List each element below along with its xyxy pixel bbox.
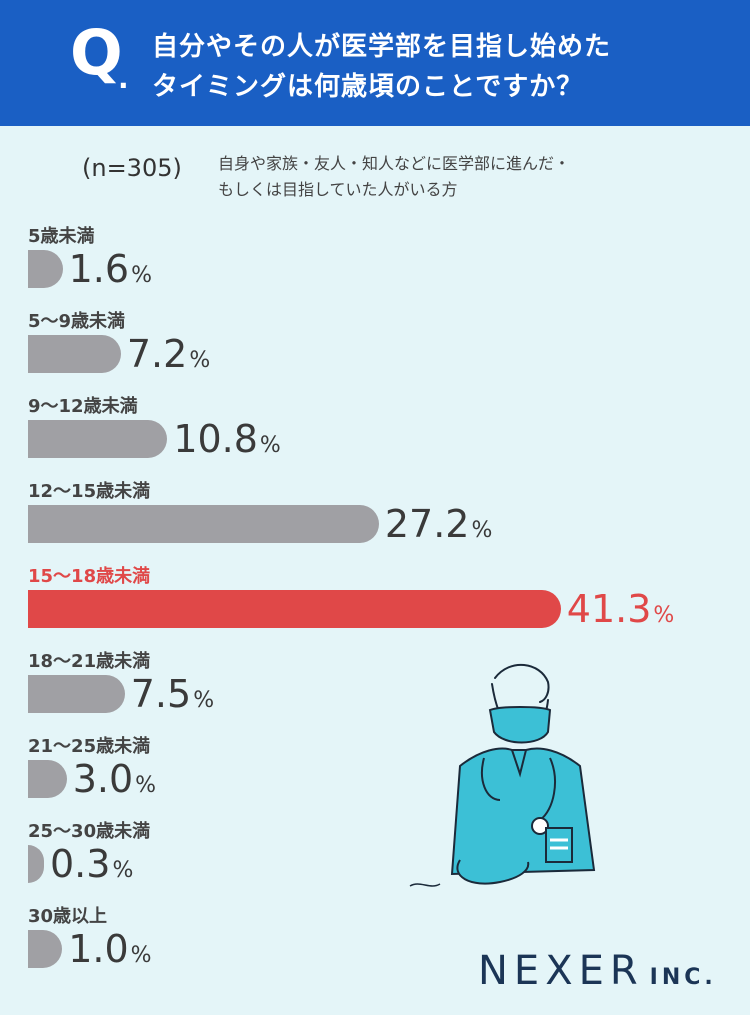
- logo-suffix: INC.: [649, 965, 717, 990]
- value-number: 10.8: [173, 417, 258, 461]
- bar: [28, 335, 121, 373]
- logo-name: NEXER: [478, 948, 644, 994]
- percent-sign: %: [653, 603, 675, 628]
- category-label: 25〜30歳未満: [28, 821, 151, 842]
- bar: [28, 505, 379, 543]
- value-number: 3.0: [72, 757, 134, 801]
- value-number: 27.2: [384, 502, 470, 546]
- sample-size: (n=305): [82, 154, 182, 182]
- question-line-2: タイミングは何歳頃のことですか？: [152, 72, 584, 102]
- percent-sign: %: [471, 518, 493, 543]
- nexer-logo: NEXER INC.: [478, 948, 717, 994]
- percent-sign: %: [130, 943, 152, 968]
- question-header: Q . 自分やその人が医学部を目指し始めた タイミングは何歳頃のことですか？: [0, 0, 750, 126]
- value-label: 10.8%: [173, 420, 281, 458]
- category-label: 30歳以上: [28, 906, 108, 927]
- value-label: 7.2%: [127, 335, 210, 373]
- bar: [28, 845, 44, 883]
- question-line-1: 自分やその人が医学部を目指し始めた: [152, 32, 612, 62]
- q-mark: Q: [70, 16, 123, 89]
- value-label: 0.3%: [50, 845, 133, 883]
- category-label: 5〜9歳未満: [28, 311, 126, 332]
- percent-sign: %: [193, 688, 215, 713]
- value-number: 1.6: [68, 247, 130, 291]
- sample-note-line-2: もしくは目指していた人がいる方: [218, 180, 458, 199]
- bar: [28, 420, 168, 458]
- value-number: 7.5: [130, 672, 192, 716]
- percent-sign: %: [189, 348, 211, 373]
- bar: [28, 930, 63, 968]
- percent-sign: %: [135, 773, 157, 798]
- q-dot: .: [118, 62, 129, 95]
- value-number: 41.3: [566, 587, 652, 631]
- category-label: 12〜15歳未満: [28, 481, 151, 502]
- value-number: 7.2: [126, 332, 188, 376]
- value-number: 1.0: [68, 927, 129, 971]
- category-label: 21〜25歳未満: [28, 736, 151, 757]
- category-label: 18〜21歳未満: [28, 651, 151, 672]
- percent-sign: %: [112, 858, 134, 883]
- bar: [28, 675, 125, 713]
- value-label: 41.3%: [567, 590, 675, 628]
- value-number: 0.3: [50, 842, 111, 886]
- percent-sign: %: [259, 433, 281, 458]
- doctor-with-mask-icon: [409, 663, 596, 887]
- category-label: 15〜18歳未満: [28, 566, 151, 587]
- value-label: 1.0%: [68, 930, 151, 968]
- percent-sign: %: [131, 263, 152, 288]
- bar: [28, 590, 561, 628]
- value-label: 7.5%: [131, 675, 214, 713]
- value-label: 1.6%: [69, 250, 152, 288]
- value-label: 27.2%: [385, 505, 493, 543]
- category-label: 5歳未満: [28, 226, 95, 247]
- bar: [28, 760, 67, 798]
- bar: [28, 250, 63, 288]
- sample-note-line-1: 自身や家族・友人・知人などに医学部に進んだ・: [218, 154, 571, 173]
- value-label: 3.0%: [73, 760, 156, 798]
- category-label: 9〜12歳未満: [28, 396, 138, 417]
